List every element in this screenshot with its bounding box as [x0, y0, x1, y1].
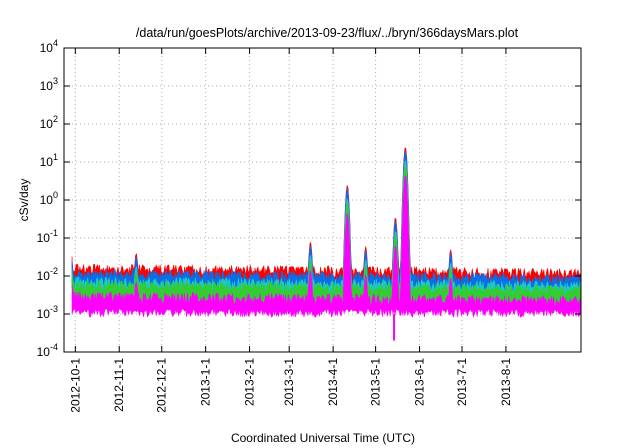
axis-ticks [64, 47, 581, 353]
chart-title: /data/run/goesPlots/archive/2013-09-23/f… [136, 26, 519, 40]
y-tick-labels: 10-4 10-3 10-2 10-1 100 101 102 103 104 [37, 38, 58, 359]
x-tick-label: 2013-8-1 [499, 358, 513, 406]
y-tick-label: 10-2 [37, 266, 58, 283]
x-tick-label: 2013-4-1 [326, 358, 340, 406]
x-tick-label: 2013-1-1 [199, 358, 213, 406]
x-tick-label: 2012-10-1 [68, 358, 82, 413]
y-axis-label: cSv/day [17, 179, 31, 222]
x-tick-label: 2013-6-1 [413, 358, 427, 406]
x-tick-labels: 2012-10-1 2012-11-1 2012-12-1 2013-1-1 2013-… [68, 358, 513, 413]
x-tick-label: 2013-3-1 [282, 358, 296, 406]
y-tick-label: 100 [40, 190, 58, 207]
x-tick-label: 2012-11-1 [112, 358, 126, 412]
series-areas [71, 147, 582, 341]
x-tick-label: 2013-5-1 [369, 358, 383, 406]
y-tick-label: 103 [40, 76, 58, 93]
x-tick-label: 2013-7-1 [455, 358, 469, 406]
x-axis-label: Coordinated Universal Time (UTC) [231, 431, 415, 445]
y-tick-label: 10-3 [37, 304, 58, 321]
grid [64, 48, 581, 352]
y-tick-label: 101 [40, 152, 58, 169]
y-tick-label: 10-1 [37, 228, 58, 245]
x-tick-label: 2013-2-1 [243, 358, 257, 406]
y-tick-label: 102 [40, 114, 58, 131]
x-tick-label: 2012-12-1 [155, 358, 169, 413]
y-tick-label: 104 [40, 38, 58, 55]
y-tick-label: 10-4 [37, 342, 58, 359]
